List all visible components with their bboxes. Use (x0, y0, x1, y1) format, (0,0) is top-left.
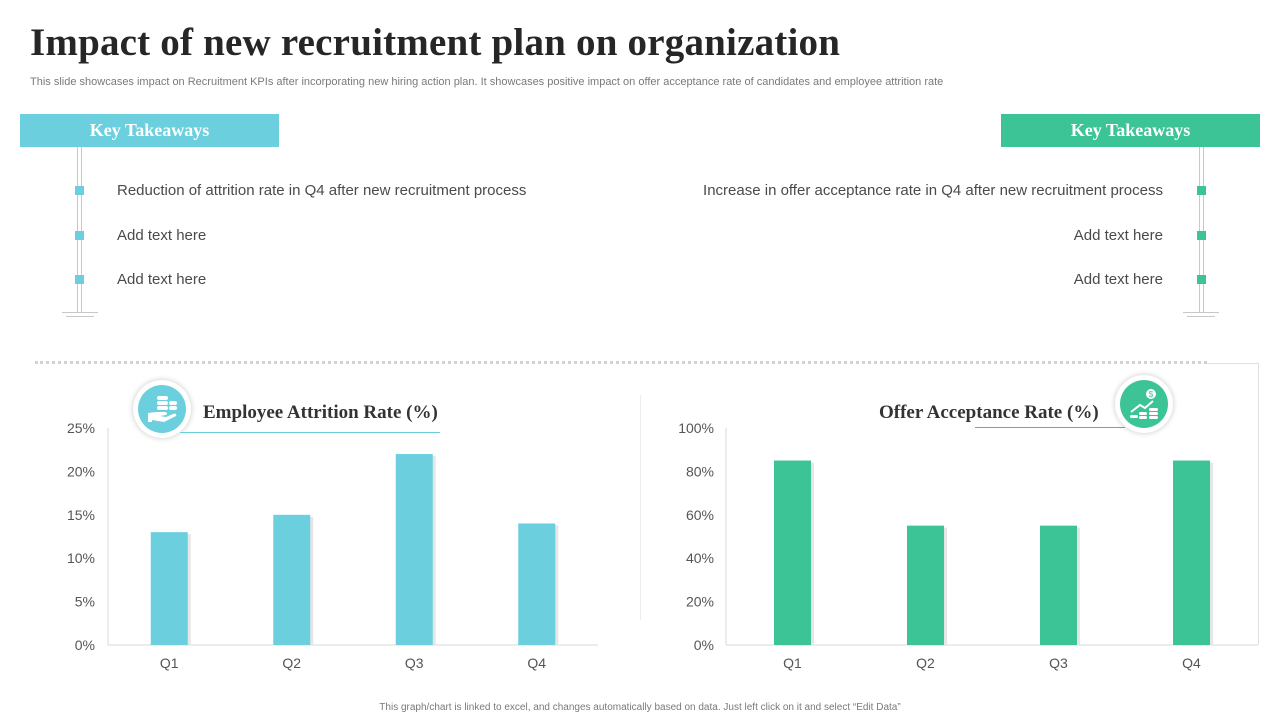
offer-y-tick-label: 20% (686, 594, 714, 610)
attrition-bar-q1 (150, 532, 188, 645)
right-takeaway-2: Add text here (1073, 227, 1163, 244)
offer-x-tick-label: Q1 (783, 655, 802, 671)
attrition-title-underline (180, 432, 440, 433)
page-title: Impact of new recruitment plan on organi… (30, 21, 841, 64)
right-bullet-icon (1197, 275, 1206, 284)
page-subtitle: This slide showcases impact on Recruitme… (30, 76, 944, 88)
offer-bar-q2 (907, 525, 944, 645)
offer-y-tick-label: 40% (686, 550, 714, 566)
attrition-bar-q2 (273, 514, 311, 645)
section-divider (35, 361, 1207, 364)
right-bullet-icon (1197, 231, 1206, 240)
offer-y-tick-label: 100% (678, 420, 714, 436)
left-bullet-icon (75, 231, 84, 240)
right-panel-border-top (1207, 363, 1259, 364)
attrition-y-tick-label: 15% (67, 507, 95, 523)
right-bullet-icon (1197, 186, 1206, 195)
left-takeaway-3: Add text here (117, 271, 207, 288)
attrition-bar-q4 (518, 523, 556, 645)
right-takeaway-1: Increase in offer acceptance rate in Q4 … (703, 182, 1163, 199)
attrition-x-tick-label: Q2 (282, 655, 301, 671)
offer-y-tick-label: 0% (694, 637, 714, 653)
offer-bar-q4 (1173, 460, 1210, 645)
offer-icon-badge: $ (1115, 375, 1173, 433)
attrition-x-tick-label: Q4 (527, 655, 546, 671)
attrition-y-tick-label: 25% (67, 420, 95, 436)
coins-growth-icon: $ (1130, 389, 1158, 419)
offer-x-tick-label: Q2 (916, 655, 935, 671)
right-timeline-line-2 (1203, 147, 1204, 312)
left-timeline-line (77, 147, 78, 312)
right-timeline-base-2 (1187, 316, 1215, 317)
offer-y-tick-label: 60% (686, 507, 714, 523)
left-takeaway-1: Reduction of attrition rate in Q4 after … (117, 182, 527, 199)
right-takeaway-3: Add text here (1073, 271, 1163, 288)
hand-coins-icon (148, 396, 177, 422)
offer-y-tick-label: 80% (686, 463, 714, 479)
left-timeline-base-2 (66, 316, 94, 317)
attrition-bar-q3 (395, 454, 433, 645)
attrition-y-tick-label: 5% (75, 594, 95, 610)
left-takeaway-2: Add text here (117, 227, 207, 244)
right-panel-border (1258, 363, 1259, 645)
left-takeaways-header: Key Takeaways (20, 114, 279, 147)
offer-chart-title: Offer Acceptance Rate (%) (879, 402, 1099, 423)
left-bullet-icon (75, 186, 84, 195)
offer-x-tick-label: Q4 (1182, 655, 1201, 671)
right-takeaways-header: Key Takeaways (1001, 114, 1260, 147)
left-bullet-icon (75, 275, 84, 284)
attrition-y-tick-label: 10% (67, 550, 95, 566)
left-timeline-base (62, 312, 98, 313)
attrition-chart-title: Employee Attrition Rate (%) (203, 402, 438, 423)
attrition-x-tick-label: Q3 (405, 655, 424, 671)
footer-note: This graph/chart is linked to excel, and… (379, 702, 901, 713)
left-timeline-line-2 (81, 147, 82, 312)
offer-x-tick-label: Q3 (1049, 655, 1068, 671)
svg-text:$: $ (1149, 390, 1154, 399)
attrition-icon-badge (133, 380, 191, 438)
right-timeline-base (1183, 312, 1219, 313)
attrition-y-tick-label: 20% (67, 463, 95, 479)
offer-bar-q1 (774, 460, 811, 645)
attrition-y-tick-label: 0% (75, 637, 95, 653)
offer-title-underline (975, 427, 1125, 428)
offer-bar-q3 (1040, 525, 1077, 645)
chart-divider (640, 395, 641, 620)
right-timeline-line (1199, 147, 1200, 312)
attrition-x-tick-label: Q1 (160, 655, 179, 671)
